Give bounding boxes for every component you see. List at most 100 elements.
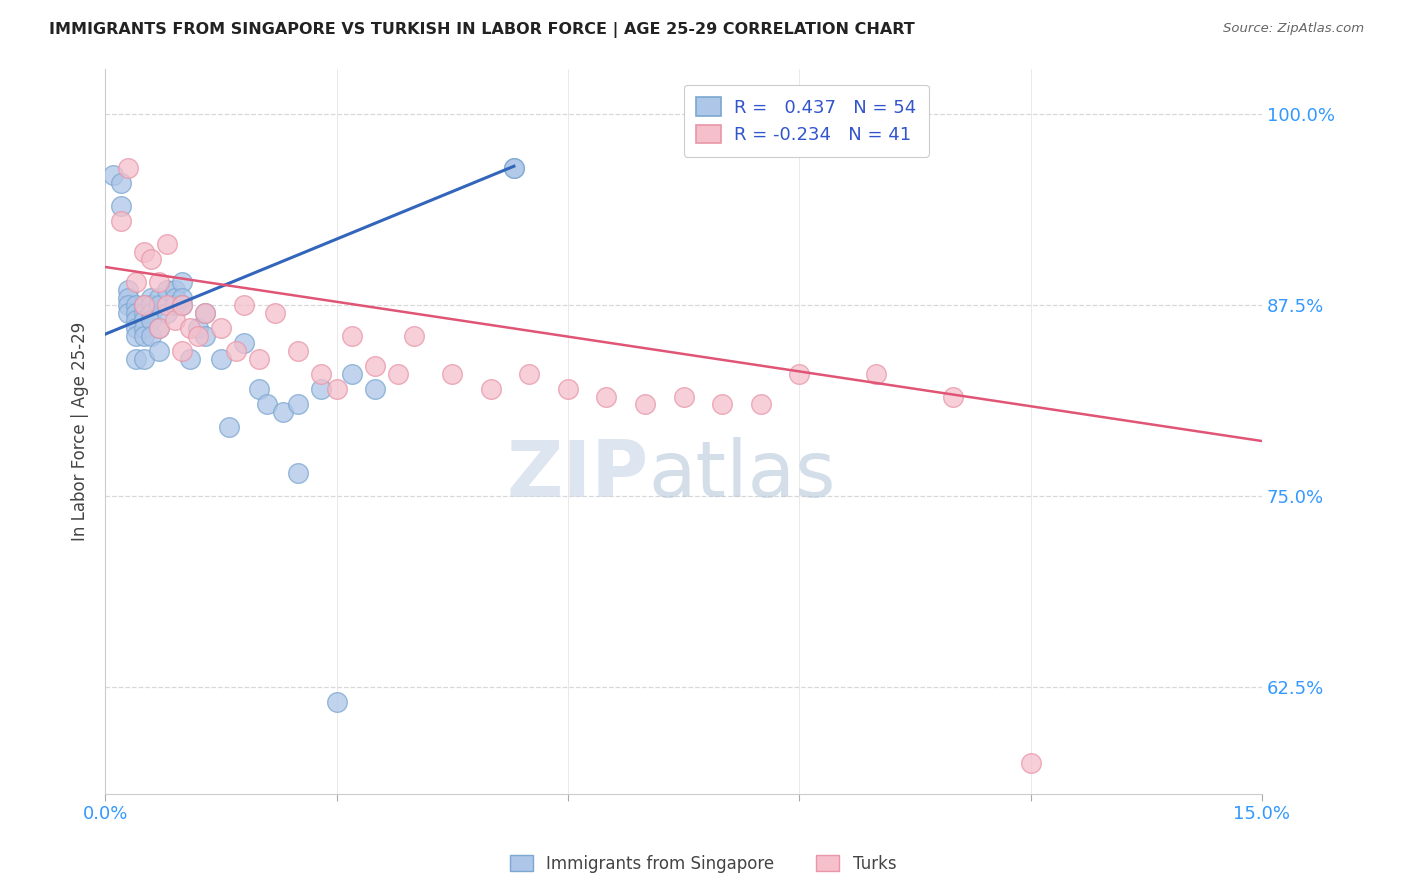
Point <box>163 283 186 297</box>
Point <box>194 306 217 320</box>
Point <box>479 382 502 396</box>
Point <box>179 321 201 335</box>
Point <box>187 321 209 335</box>
Point <box>148 298 170 312</box>
Point <box>172 298 194 312</box>
Point <box>187 328 209 343</box>
Point <box>209 351 232 366</box>
Point <box>749 397 772 411</box>
Point <box>672 390 695 404</box>
Point <box>256 397 278 411</box>
Point <box>132 298 155 312</box>
Point <box>325 695 347 709</box>
Point <box>125 313 148 327</box>
Point <box>340 367 363 381</box>
Point <box>125 351 148 366</box>
Text: Source: ZipAtlas.com: Source: ZipAtlas.com <box>1223 22 1364 36</box>
Point <box>287 466 309 480</box>
Point <box>309 382 332 396</box>
Point <box>148 321 170 335</box>
Point <box>711 397 734 411</box>
Point <box>325 382 347 396</box>
Point <box>141 328 163 343</box>
Point <box>117 291 139 305</box>
Point <box>125 306 148 320</box>
Point <box>517 367 540 381</box>
Point <box>141 313 163 327</box>
Point <box>218 420 240 434</box>
Point <box>309 367 332 381</box>
Point <box>263 306 285 320</box>
Point <box>125 321 148 335</box>
Point <box>141 298 163 312</box>
Point <box>148 291 170 305</box>
Point <box>141 306 163 320</box>
Point <box>172 343 194 358</box>
Point <box>117 298 139 312</box>
Point <box>194 306 217 320</box>
Text: ZIP: ZIP <box>506 436 648 513</box>
Point <box>125 328 148 343</box>
Y-axis label: In Labor Force | Age 25-29: In Labor Force | Age 25-29 <box>72 321 89 541</box>
Point <box>156 298 179 312</box>
Point <box>156 283 179 297</box>
Point <box>163 313 186 327</box>
Point <box>132 351 155 366</box>
Point <box>110 176 132 190</box>
Point <box>172 298 194 312</box>
Point <box>634 397 657 411</box>
Point <box>132 306 155 320</box>
Point <box>787 367 810 381</box>
Point <box>148 275 170 289</box>
Point <box>179 351 201 366</box>
Point <box>364 382 387 396</box>
Point <box>163 298 186 312</box>
Point <box>132 321 155 335</box>
Point <box>402 328 425 343</box>
Point <box>101 169 124 183</box>
Legend: R =   0.437   N = 54, R = -0.234   N = 41: R = 0.437 N = 54, R = -0.234 N = 41 <box>683 85 929 157</box>
Point <box>132 313 155 327</box>
Point <box>172 291 194 305</box>
Point <box>225 343 247 358</box>
Point <box>194 328 217 343</box>
Point <box>340 328 363 343</box>
Point <box>132 298 155 312</box>
Point <box>141 252 163 267</box>
Point <box>156 237 179 252</box>
Point <box>1019 756 1042 771</box>
Point <box>163 291 186 305</box>
Point <box>249 382 271 396</box>
Point <box>287 343 309 358</box>
Point <box>148 321 170 335</box>
Point <box>503 161 526 175</box>
Point <box>209 321 232 335</box>
Point <box>172 275 194 289</box>
Point <box>942 390 965 404</box>
Point <box>125 298 148 312</box>
Point <box>233 298 256 312</box>
Point <box>249 351 271 366</box>
Point <box>865 367 887 381</box>
Point <box>271 405 294 419</box>
Point <box>110 199 132 213</box>
Point <box>503 161 526 175</box>
Text: IMMIGRANTS FROM SINGAPORE VS TURKISH IN LABOR FORCE | AGE 25-29 CORRELATION CHAR: IMMIGRANTS FROM SINGAPORE VS TURKISH IN … <box>49 22 915 38</box>
Point <box>117 161 139 175</box>
Text: atlas: atlas <box>648 436 837 513</box>
Point <box>117 283 139 297</box>
Point <box>132 328 155 343</box>
Point <box>125 275 148 289</box>
Point <box>117 306 139 320</box>
Point <box>595 390 617 404</box>
Legend: Immigrants from Singapore, Turks: Immigrants from Singapore, Turks <box>503 848 903 880</box>
Point <box>148 343 170 358</box>
Point <box>132 244 155 259</box>
Point <box>441 367 464 381</box>
Point <box>364 359 387 374</box>
Point <box>557 382 579 396</box>
Point <box>156 306 179 320</box>
Point <box>141 291 163 305</box>
Point <box>233 336 256 351</box>
Point <box>387 367 409 381</box>
